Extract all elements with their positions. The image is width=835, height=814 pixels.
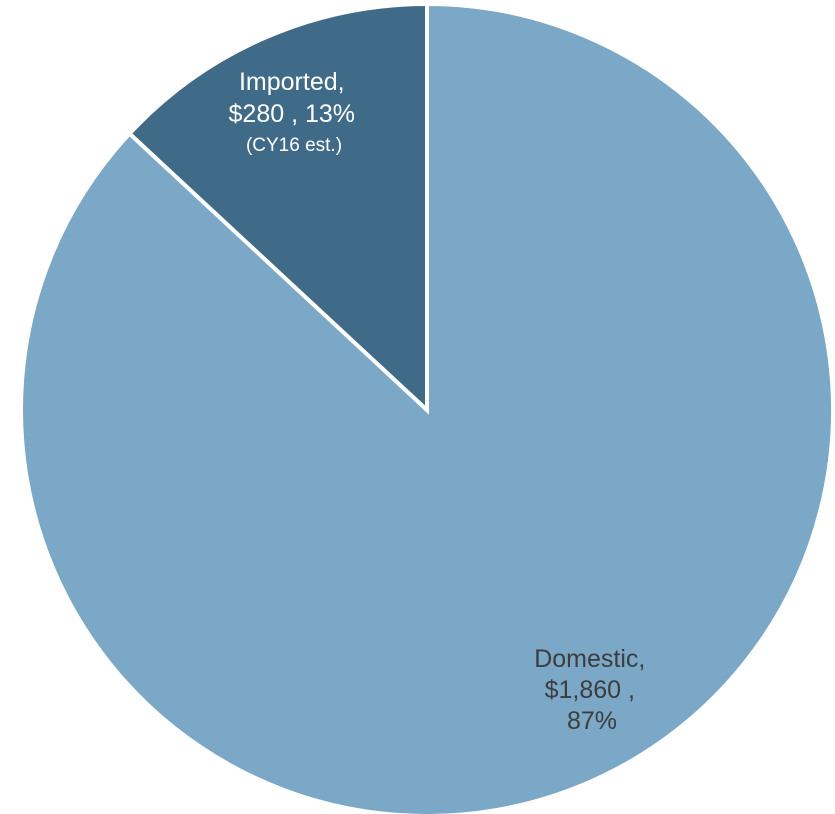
imported-label-line-2: $280 , 13% [229, 100, 356, 128]
imported-data-label: Imported, $280 , 13% (CY16 est.) [229, 68, 360, 156]
domestic-label-line-3: 87% [567, 707, 617, 735]
pie-labels: Domestic, $1,860 , 87% Imported, $280 , … [229, 68, 650, 735]
domestic-label-line-1: Domestic, [534, 645, 645, 673]
domestic-label-line-2: $1,860 , [545, 676, 635, 704]
imported-label-line-1: Imported, [239, 68, 345, 96]
imported-label-note: (CY16 est.) [246, 135, 342, 156]
pie-slice-imported [126, 1, 429, 415]
domestic-data-label: Domestic, $1,860 , 87% [534, 645, 650, 735]
pie-slices [19, 1, 835, 814]
pie-slice-domestic [19, 1, 835, 814]
